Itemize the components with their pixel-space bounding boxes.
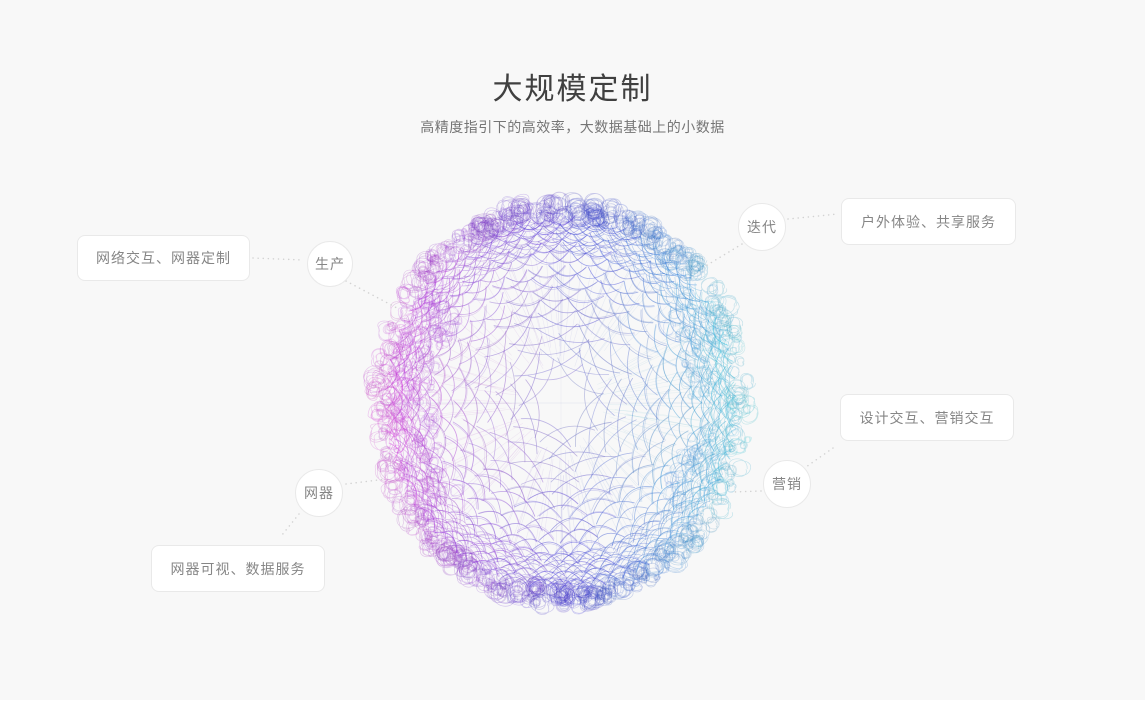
- node-smart-device: 网器: [295, 469, 343, 517]
- connector-card-to-marketing: [805, 447, 834, 468]
- node-label: 生产: [315, 256, 345, 272]
- card-outdoor-experience-sharing: 户外体验、共享服务: [841, 198, 1016, 245]
- connector-iteration-to-sphere: [703, 243, 743, 268]
- sphere-art-svg: [363, 191, 759, 615]
- connector-device-to-sphere: [345, 478, 387, 485]
- connector-device-to-card: [281, 513, 300, 536]
- generative-sphere-visual: [353, 188, 769, 618]
- connector-marketing-to-sphere: [731, 490, 762, 493]
- page-title: 大规模定制: [492, 73, 653, 106]
- page-subtitle: 高精度指引下的高效率，大数据基础上的小数据: [420, 119, 725, 135]
- card-label: 设计交互、营销交互: [859, 409, 995, 426]
- card-label: 网器可视、数据服务: [170, 560, 306, 577]
- node-production: 生产: [307, 241, 353, 287]
- card-device-visualization-data-service: 网器可视、数据服务: [151, 545, 325, 592]
- card-label: 户外体验、共享服务: [861, 213, 996, 230]
- card-label: 网络交互、网器定制: [96, 250, 231, 266]
- card-design-marketing-interaction: 设计交互、营销交互: [840, 394, 1014, 441]
- connector-iteration-to-card: [787, 213, 839, 220]
- node-label: 营销: [772, 476, 802, 492]
- node-label: 迭代: [747, 219, 777, 235]
- connector-production-to-sphere: [345, 280, 398, 309]
- node-label: 网器: [304, 485, 334, 501]
- node-iteration: 迭代: [738, 203, 786, 251]
- connector-card-to-production: [252, 257, 304, 261]
- card-network-interaction-customization: 网络交互、网器定制: [77, 235, 250, 281]
- section-bottom-edge: [0, 700, 1145, 703]
- node-marketing: 营销: [763, 460, 811, 508]
